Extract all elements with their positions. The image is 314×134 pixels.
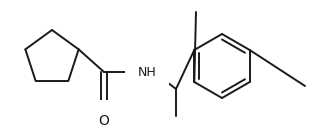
Text: NH: NH	[138, 66, 156, 79]
Text: O: O	[99, 114, 110, 128]
